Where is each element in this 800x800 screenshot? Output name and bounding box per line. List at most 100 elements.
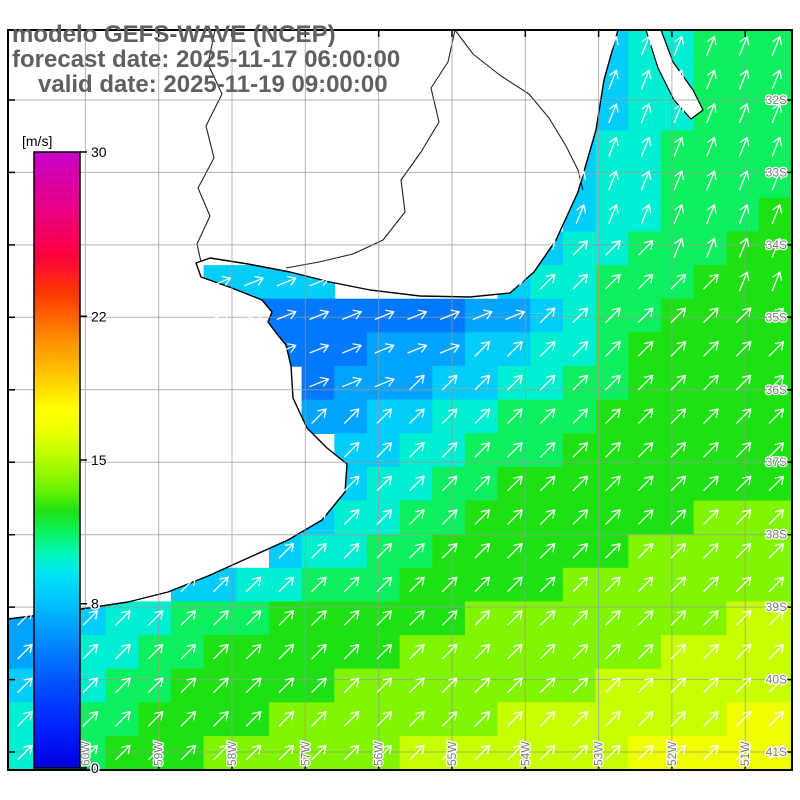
longitude-label: 58W xyxy=(225,741,239,766)
direction-arrow xyxy=(376,744,393,761)
direction-arrow xyxy=(706,69,717,90)
direction-arrow xyxy=(768,374,785,391)
direction-arrow xyxy=(507,610,523,626)
direction-arrow xyxy=(180,744,197,761)
direction-arrow xyxy=(637,610,654,626)
direction-arrow xyxy=(605,711,621,727)
direction-arrow xyxy=(670,475,687,492)
direction-arrow xyxy=(670,542,687,559)
direction-arrow xyxy=(278,744,295,761)
direction-arrow xyxy=(738,271,750,292)
direction-arrow xyxy=(409,643,425,660)
direction-arrow xyxy=(703,307,719,323)
direction-arrow xyxy=(213,677,229,693)
direction-arrow xyxy=(407,309,428,320)
direction-arrow xyxy=(735,711,752,727)
direction-arrow xyxy=(637,576,654,593)
direction-arrow xyxy=(572,610,589,626)
direction-arrow xyxy=(17,711,33,727)
direction-arrow xyxy=(409,744,425,761)
longitude-label: 52W xyxy=(665,741,679,766)
direction-arrow xyxy=(572,475,589,492)
direction-arrow xyxy=(572,307,589,323)
direction-arrow xyxy=(211,309,232,320)
direction-arrow xyxy=(376,408,393,424)
colorbar-tick-label: 30 xyxy=(91,144,107,160)
direction-arrow xyxy=(376,643,393,660)
direction-arrow xyxy=(441,643,458,660)
direction-arrow xyxy=(507,576,523,593)
direction-arrow xyxy=(376,576,393,593)
direction-arrow xyxy=(376,610,393,626)
direction-arrow xyxy=(703,509,719,525)
direction-arrow xyxy=(147,677,164,693)
direction-arrow xyxy=(441,542,458,559)
direction-arrow xyxy=(278,542,295,559)
direction-arrow xyxy=(505,309,526,320)
direction-arrow xyxy=(147,643,164,660)
latitude-label: 33S xyxy=(766,165,787,179)
map-border xyxy=(7,29,793,771)
direction-arrow xyxy=(673,170,685,191)
direction-arrow xyxy=(276,309,297,320)
direction-arrow xyxy=(706,103,717,124)
direction-arrow xyxy=(244,275,264,287)
direction-arrow xyxy=(703,677,719,693)
direction-arrow xyxy=(670,307,687,323)
direction-arrow xyxy=(539,610,556,626)
direction-arrow xyxy=(768,711,785,727)
direction-arrow xyxy=(605,576,621,593)
direction-arrow xyxy=(539,374,556,391)
wind-direction-arrows xyxy=(17,35,785,761)
direction-arrow xyxy=(572,744,589,761)
direction-arrow xyxy=(17,744,33,761)
direction-arrow xyxy=(738,69,750,90)
direction-arrow xyxy=(640,204,652,224)
direction-arrow xyxy=(605,509,621,525)
direction-arrow xyxy=(572,374,589,391)
direction-arrow xyxy=(440,343,460,354)
direction-arrow xyxy=(637,677,654,693)
direction-arrow xyxy=(342,376,362,388)
direction-arrow xyxy=(706,35,717,56)
direction-arrow xyxy=(768,475,785,492)
direction-arrow xyxy=(640,136,652,157)
direction-arrow xyxy=(637,643,654,660)
map-frame xyxy=(7,29,793,771)
direction-arrow xyxy=(115,711,131,727)
direction-arrow xyxy=(735,442,752,458)
colorbar-tick-label: 0 xyxy=(91,760,99,776)
direction-arrow xyxy=(147,744,164,761)
direction-arrow xyxy=(771,35,783,56)
direction-arrow xyxy=(572,341,589,357)
direction-arrow xyxy=(409,677,425,693)
direction-arrow xyxy=(409,542,425,559)
direction-arrow xyxy=(539,240,556,256)
latitude-label: 36S xyxy=(766,383,787,397)
direction-arrow xyxy=(245,610,262,626)
direction-arrow xyxy=(472,309,493,320)
direction-arrow xyxy=(608,170,619,191)
direction-arrow xyxy=(376,509,393,525)
direction-arrow xyxy=(539,442,556,458)
direction-arrow xyxy=(539,273,556,290)
direction-arrow xyxy=(343,442,360,458)
direction-arrow xyxy=(474,677,491,693)
direction-arrow xyxy=(605,643,621,660)
direction-arrow xyxy=(343,542,360,559)
latitude-label: 40S xyxy=(766,673,787,687)
direction-arrow xyxy=(572,240,589,256)
direction-arrow xyxy=(637,273,654,290)
direction-arrow xyxy=(575,136,587,157)
direction-arrow xyxy=(575,204,587,224)
direction-arrow xyxy=(605,677,621,693)
direction-arrow xyxy=(572,576,589,593)
longitude-label: 60W xyxy=(78,741,92,766)
direction-arrow xyxy=(768,576,785,593)
colorbar-tick-label: 22 xyxy=(91,308,107,324)
direction-arrow xyxy=(278,576,295,593)
direction-arrow xyxy=(474,475,491,492)
direction-arrow xyxy=(771,170,783,191)
direction-arrow xyxy=(441,374,458,391)
direction-arrow xyxy=(245,677,262,693)
